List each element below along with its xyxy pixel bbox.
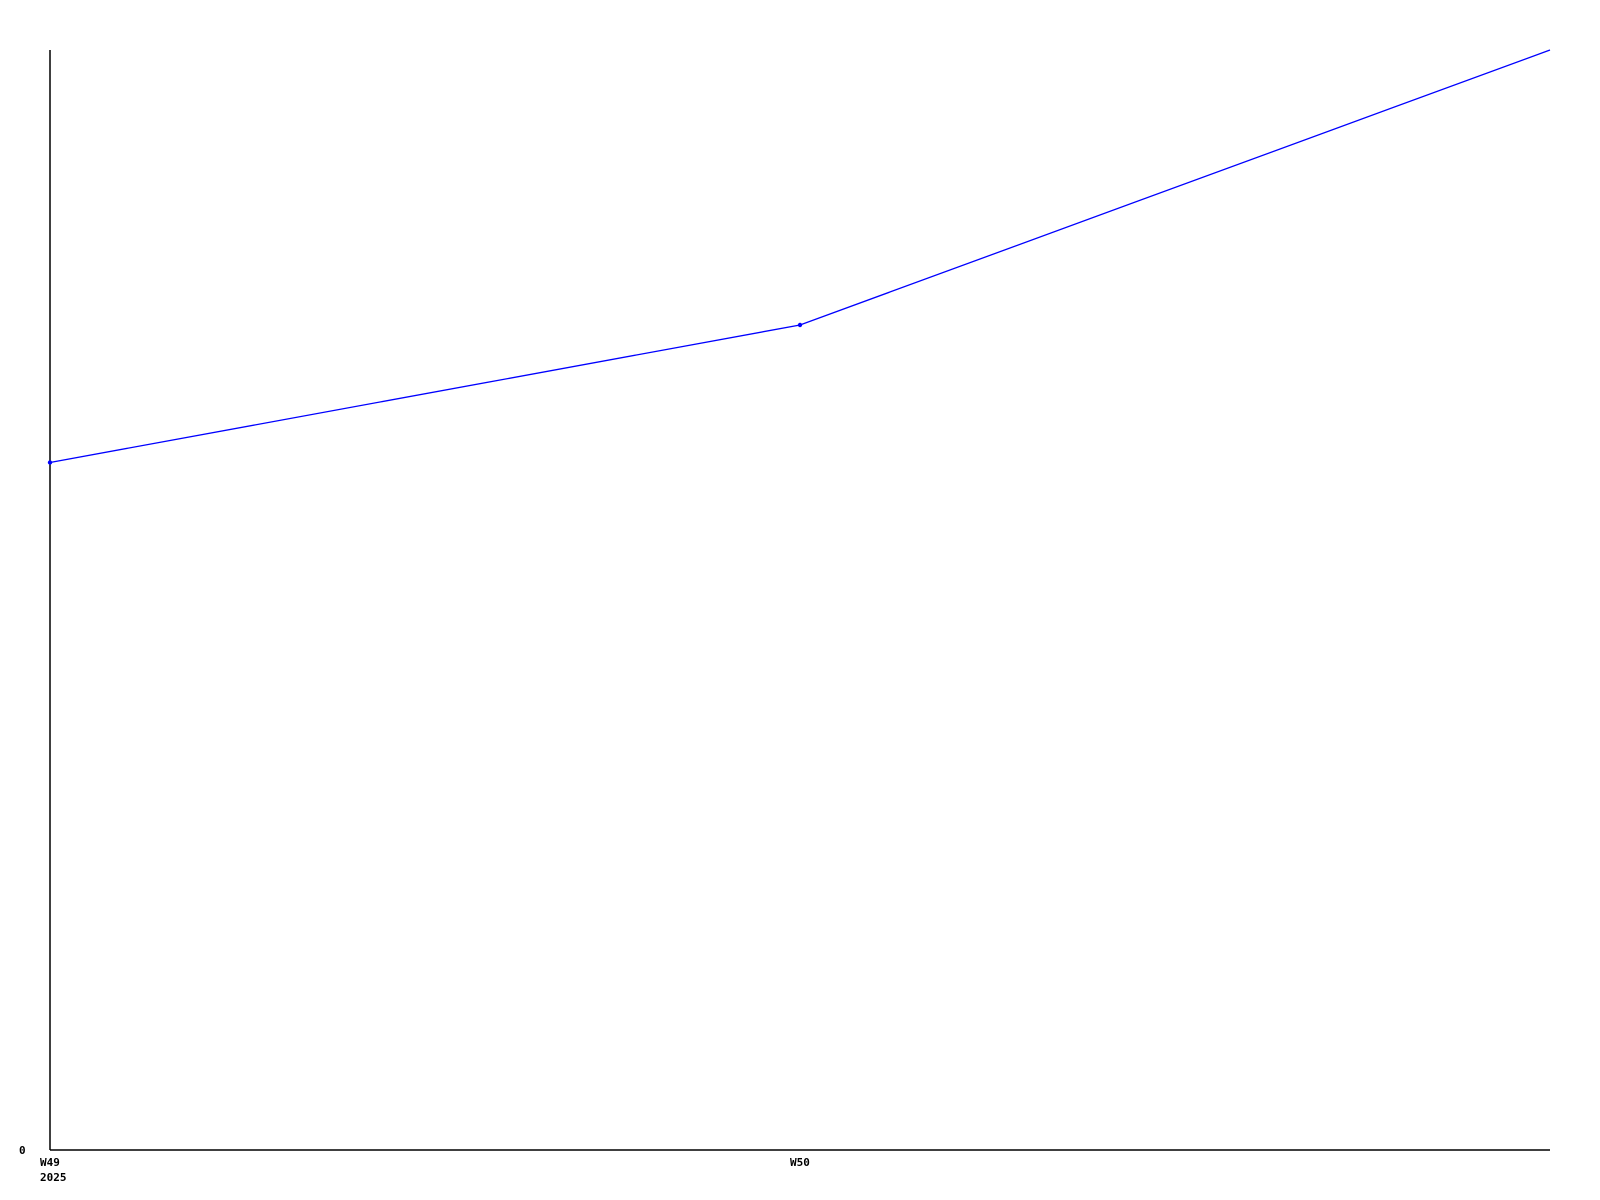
y-tick-label-0: 0 <box>19 1144 26 1157</box>
x-tick-sublabel-2025: 2025 <box>40 1171 67 1184</box>
x-tick-label-w49: W49 <box>40 1156 60 1169</box>
data-point-w49 <box>47 460 53 465</box>
x-tick-label-w50: W50 <box>790 1156 810 1169</box>
series-line-0 <box>49 49 1551 464</box>
data-point-w50 <box>797 322 803 328</box>
